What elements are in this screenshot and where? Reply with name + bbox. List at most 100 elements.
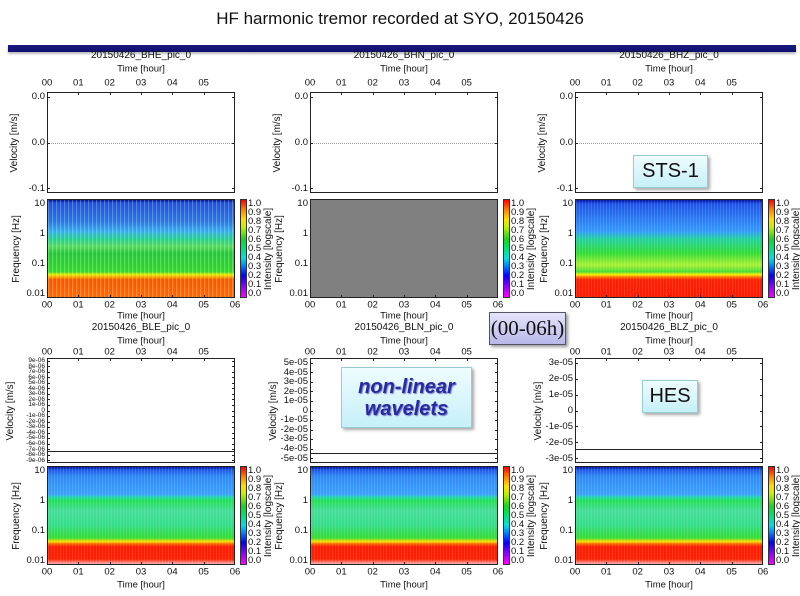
y-tick-mark: [310, 458, 313, 460]
x-tick-mark: [466, 562, 468, 565]
colorbar-tick-label: 0.4: [511, 518, 525, 530]
y-tick-mark: [495, 188, 498, 190]
x-tick-mark: [372, 358, 374, 361]
x-tick-label-top: 02: [104, 77, 115, 89]
y-tick-label-velocity: 0.0: [294, 91, 308, 102]
y-tick-mark: [47, 443, 50, 445]
x-tick-mark: [700, 562, 702, 565]
colorbar-tick-label: 0.8: [511, 482, 525, 494]
y-tick-label-velocity: 3e-05: [283, 376, 308, 388]
x-tick-label-top: 01: [336, 346, 347, 358]
x-tick-label-bottom: 03: [135, 299, 147, 311]
colorbar-tick-label: 0.2: [248, 269, 262, 281]
x-tick-mark: [637, 358, 639, 361]
wavelets-callout: non-linear wavelets: [341, 367, 472, 428]
sts1-callout: STS-1: [633, 155, 708, 188]
colorbar-tick-label: 0.5: [248, 509, 262, 521]
colorbar-tick-label: 0.0: [776, 554, 790, 566]
y-tick-mark: [232, 382, 235, 384]
y-tick-mark: [47, 454, 50, 456]
colorbar-tick-label: 0.5: [511, 509, 525, 521]
x-tick-label-bottom: 05: [726, 566, 737, 578]
colorbar-tick-label: 0.4: [776, 518, 790, 530]
colorbar-label: Intensity [logscale]: [263, 207, 274, 290]
y-tick-mark: [575, 188, 578, 190]
y-tick-mark: [310, 372, 313, 374]
colorbar-tick-label: 0.0: [248, 287, 262, 299]
y-tick-mark: [495, 362, 498, 364]
x-tick-label-bottom: 03: [398, 566, 410, 578]
x-tick-label-bottom: 04: [430, 299, 441, 311]
y-tick-mark: [310, 142, 313, 144]
y-tick-mark: [47, 188, 50, 190]
x-axis-label-top: Time [hour]: [117, 63, 165, 75]
x-tick-label-top: 05: [726, 346, 737, 358]
y-tick-label-velocity: 3e-06: [28, 390, 45, 398]
y-tick-label-frequency: 0.01: [26, 287, 46, 299]
x-tick-mark: [669, 295, 670, 298]
x-tick-label-bottom: 06: [492, 566, 504, 578]
y-tick-label-velocity: 0: [41, 406, 45, 414]
x-tick-label-top: 01: [601, 77, 612, 89]
y-tick-mark: [232, 96, 235, 98]
y-tick-mark: [232, 416, 235, 418]
colorbar-tick-label: 0.1: [511, 545, 525, 557]
x-tick-label-bottom: 06: [229, 299, 241, 311]
x-tick-label-top: 00: [41, 77, 53, 89]
y-tick-label-velocity: -6e-06: [26, 440, 45, 447]
x-tick-label-bottom: 03: [663, 299, 675, 311]
colorbar-tick-label: 1.0: [776, 198, 790, 209]
y-tick-label-velocity: -4e-06: [26, 428, 45, 436]
x-tick-label-top: 02: [632, 346, 643, 358]
y-tick-mark: [47, 460, 50, 462]
colorbar-tick-label: 0.9: [511, 206, 525, 218]
y-tick-label-velocity: -3e-05: [280, 433, 308, 445]
sts1-label: STS-1: [642, 160, 699, 182]
velocity-axis-label: Velocity [m/s]: [537, 113, 548, 172]
y-tick-mark: [232, 449, 235, 451]
velocity-trace: [311, 142, 497, 144]
colorbar-tick-label: 0.3: [776, 527, 790, 539]
x-tick-label-bottom: 02: [367, 566, 378, 578]
y-tick-label-frequency: 0.01: [554, 554, 574, 566]
y-tick-mark: [47, 421, 50, 423]
colorbar-tick-label: 0.7: [248, 224, 262, 236]
y-tick-mark: [232, 421, 235, 423]
x-tick-label-bottom: 00: [569, 566, 581, 578]
y-tick-label-velocity: 8e-06: [28, 362, 45, 370]
y-tick-mark: [575, 426, 578, 428]
x-tick-label-bottom: 00: [304, 566, 316, 578]
x-tick-mark: [341, 92, 343, 95]
y-tick-label-frequency: 10: [562, 465, 573, 476]
x-tick-mark: [404, 92, 405, 95]
y-tick-label-frequency: 10: [297, 198, 308, 209]
x-tick-label-top: 03: [135, 77, 147, 89]
colorbar-tick-label: 0.8: [248, 215, 262, 227]
y-tick-label-velocity: 3e-05: [548, 357, 573, 368]
colorbar-tick-label: 0.5: [776, 242, 790, 254]
x-tick-mark: [637, 92, 639, 95]
y-tick-label-velocity: 0: [302, 404, 308, 416]
y-tick-mark: [232, 432, 235, 434]
x-tick-label-top: 05: [461, 346, 472, 358]
x-tick-label-top: 04: [167, 77, 178, 89]
velocity-trace: [48, 451, 234, 453]
hes-callout: HES: [642, 380, 698, 413]
colorbar-tick-label: 0.5: [776, 509, 790, 521]
colorbar-tick-label: 0.6: [511, 500, 525, 512]
x-tick-label-bottom: 05: [198, 566, 209, 578]
y-tick-label-velocity: 0: [567, 404, 573, 416]
colorbar-tick-label: 0.3: [248, 260, 262, 272]
y-tick-label-velocity: 4e-05: [283, 366, 308, 378]
y-tick-label-velocity: -3e-05: [545, 452, 573, 464]
y-tick-mark: [47, 449, 50, 451]
y-tick-mark: [760, 426, 763, 428]
colorbar-tick-label: 1.0: [511, 198, 525, 209]
y-tick-mark: [495, 372, 498, 374]
x-axis-label-top: Time [hour]: [645, 63, 693, 75]
x-tick-mark: [700, 358, 702, 361]
colorbar-tick-label: 0.8: [248, 482, 262, 494]
x-tick-label-top: 02: [367, 77, 378, 89]
x-tick-label-bottom: 04: [167, 566, 178, 578]
spectrogram: [47, 199, 235, 298]
